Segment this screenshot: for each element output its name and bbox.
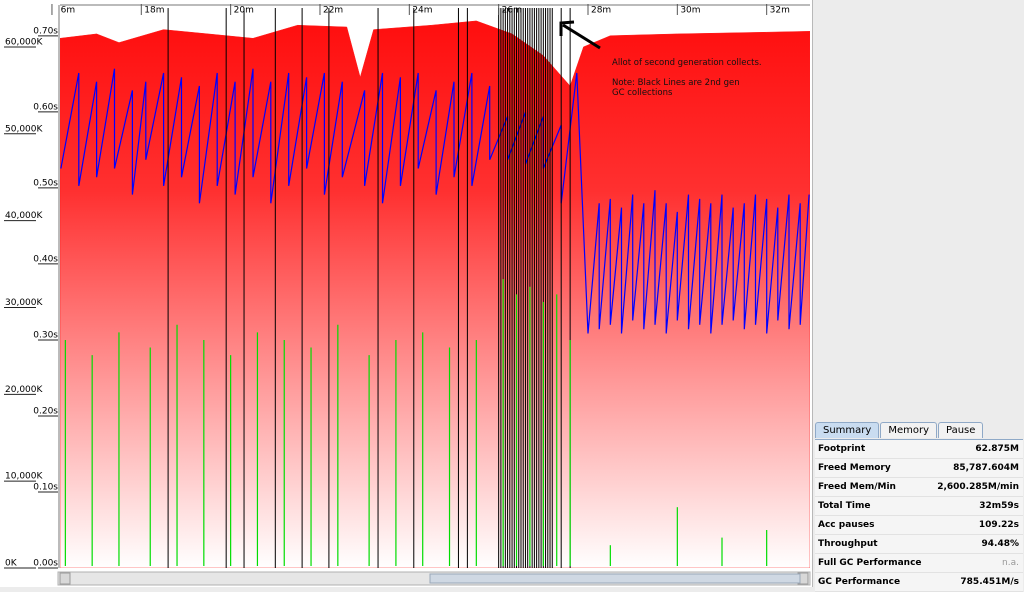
scrollbar-thumb[interactable] bbox=[429, 573, 801, 584]
metric-label: Full GC Performance bbox=[818, 558, 922, 568]
metric-label: Freed Mem/Min bbox=[818, 482, 896, 492]
heap-area bbox=[60, 20, 810, 568]
x-tick-label: 32m bbox=[770, 6, 790, 16]
summary-row: Freed Memory 85,787.604M bbox=[815, 459, 1023, 478]
summary-panel: Summary Memory Pause Footprint 62.875M Fre… bbox=[812, 0, 1024, 592]
annotation: Allot of second generation collects. bbox=[612, 58, 762, 68]
x-tick-label: 22m bbox=[323, 6, 343, 16]
metric-value: 785.451M/s bbox=[960, 577, 1019, 587]
annotation-arrow bbox=[562, 23, 601, 50]
y2-tick-label: 0.60s bbox=[33, 102, 58, 112]
metric-value: 2,600.285M/min bbox=[937, 482, 1019, 492]
metric-value: n.a. bbox=[1002, 558, 1019, 568]
y-tick-label: 60,000K bbox=[5, 37, 43, 47]
summary-table: Footprint 62.875M Freed Memory 85,787.604M F… bbox=[815, 439, 1023, 592]
metric-label: GC Performance bbox=[818, 577, 901, 587]
y2-tick-label: 0.70s bbox=[33, 26, 58, 36]
metric-value: 94.48% bbox=[981, 539, 1020, 549]
metric-label: Total Time bbox=[818, 501, 871, 511]
metric-label: Acc pauses bbox=[818, 520, 875, 530]
summary-row: GC Performance 785.451M/s bbox=[815, 573, 1023, 592]
y-tick-label: 20,000K bbox=[5, 385, 43, 395]
metric-value: 32m59s bbox=[979, 501, 1019, 511]
x-tick-label: 24m bbox=[412, 6, 432, 16]
metric-label: Freed Memory bbox=[818, 463, 891, 473]
y2-tick-label: 0.40s bbox=[33, 254, 58, 264]
metric-value: 62.875M bbox=[975, 444, 1019, 454]
y2-tick-label: 0.50s bbox=[33, 178, 58, 188]
metric-value: 109.22s bbox=[978, 520, 1019, 530]
y-tick-label: 0K bbox=[5, 559, 18, 569]
x-tick-label: 26m bbox=[502, 6, 522, 16]
y2-tick-label: 0.20s bbox=[33, 406, 58, 416]
scroll-left-button[interactable] bbox=[59, 572, 71, 585]
y-tick-label: 40,000K bbox=[5, 211, 43, 221]
axes: 16m 18m 20m 22m 24m 26m 28m 30m 32m 0K 10,000K 20,0… bbox=[4, 4, 810, 569]
summary-row: Footprint 62.875M bbox=[815, 440, 1023, 459]
tab[interactable]: Memory bbox=[880, 422, 937, 438]
metric-value: 85,787.604M bbox=[953, 463, 1019, 473]
tab[interactable]: Summary bbox=[815, 422, 880, 438]
x-tick-label: 16m bbox=[55, 6, 75, 16]
summary-row: Throughput 94.48% bbox=[815, 535, 1023, 554]
x-tick-label: 28m bbox=[591, 6, 611, 16]
tab[interactable]: Pause bbox=[938, 422, 984, 438]
metric-label: Throughput bbox=[818, 539, 878, 549]
summary-row: Acc pauses 109.22s bbox=[815, 516, 1023, 535]
y2-tick-label: 0.00s bbox=[33, 559, 58, 569]
annotation-arrowhead bbox=[559, 20, 575, 36]
summary-row: Full GC Performance n.a. bbox=[815, 554, 1023, 573]
y-tick-label: 10,000K bbox=[5, 472, 43, 482]
gc-chart: 16m 18m 20m 22m 24m 26m 28m 30m 32m 0K 10,000K 20,0… bbox=[0, 0, 812, 587]
plot-area bbox=[60, 8, 810, 568]
metric-label: Footprint bbox=[818, 444, 866, 454]
y2-tick-label: 0.10s bbox=[33, 482, 58, 492]
y-tick-label: 30,000K bbox=[5, 298, 43, 308]
y2-tick-label: 0.30s bbox=[33, 330, 58, 340]
x-tick-label: 30m bbox=[680, 6, 700, 16]
x-tick-label: 20m bbox=[234, 6, 254, 16]
tab-bar: Summary Memory Pause bbox=[815, 422, 984, 438]
y-tick-label: 50,000K bbox=[5, 124, 43, 134]
summary-row: Freed Mem/Min 2,600.285M/min bbox=[815, 478, 1023, 497]
annotation: Note: Black Lines are 2nd gen GC collect… bbox=[612, 78, 740, 98]
summary-row: Total Time 32m59s bbox=[815, 497, 1023, 516]
x-tick-label: 18m bbox=[144, 6, 164, 16]
